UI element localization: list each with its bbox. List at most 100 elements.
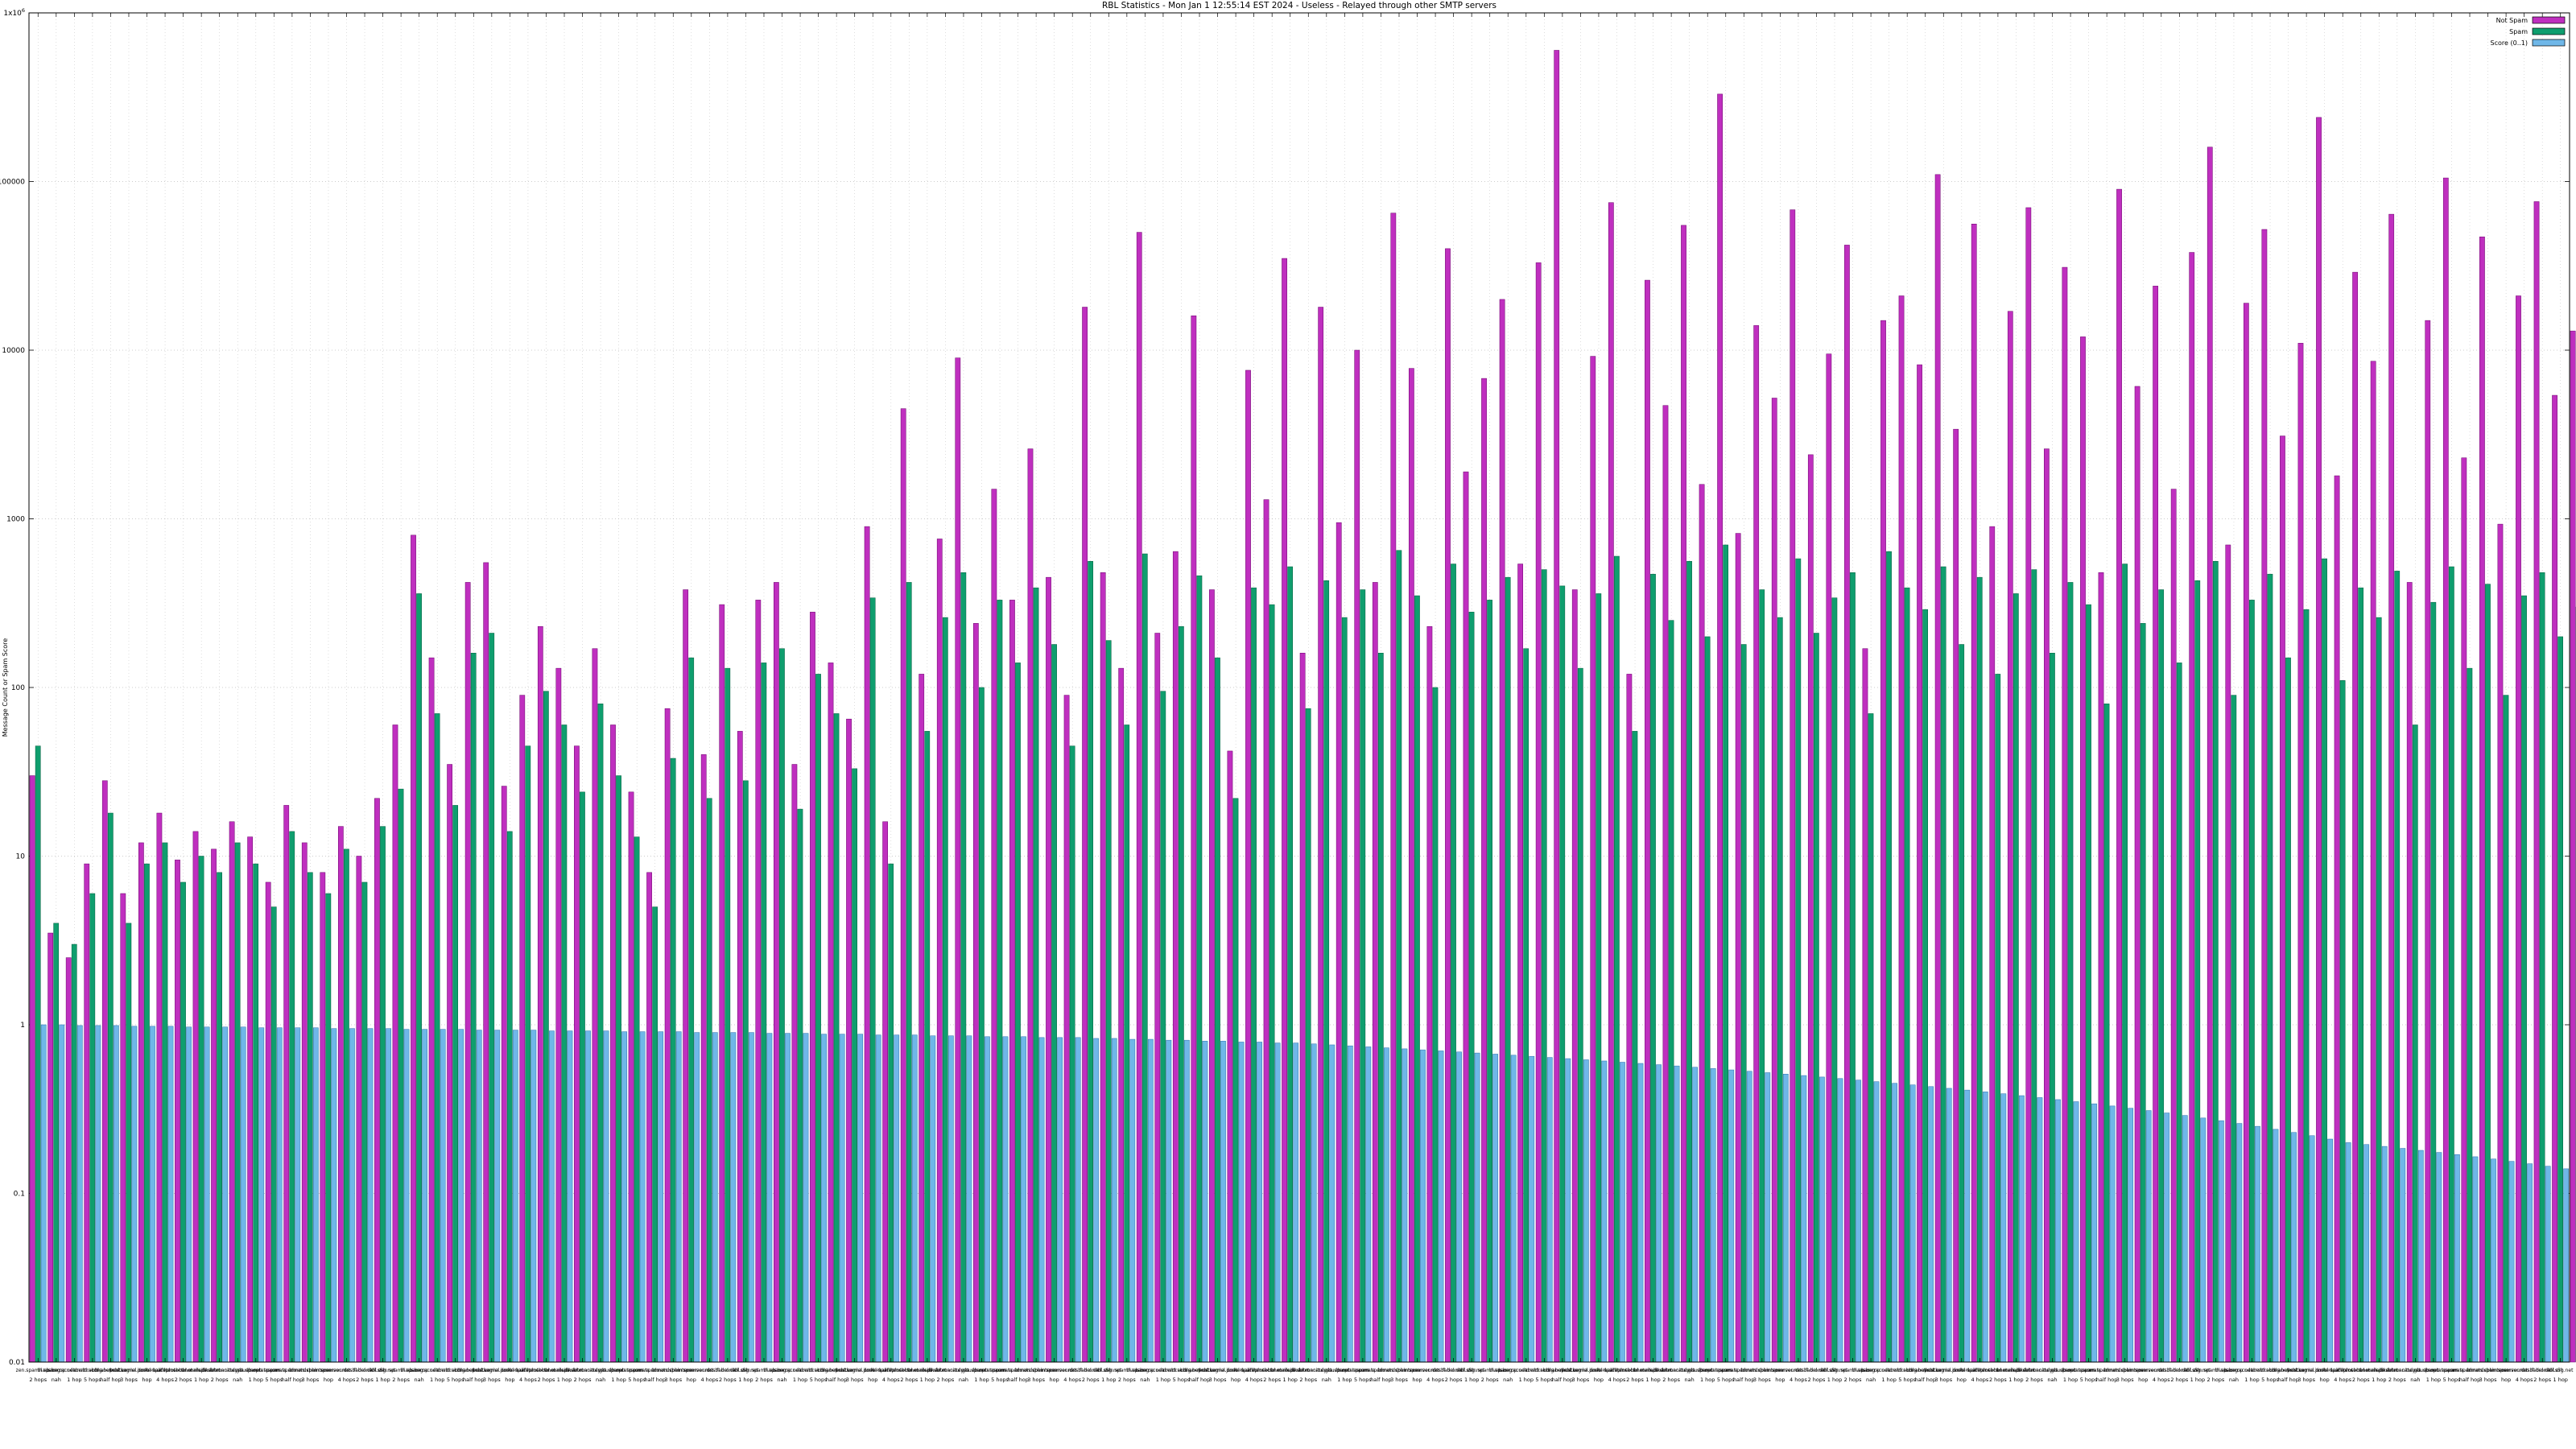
bar — [89, 893, 96, 1363]
bar — [1590, 356, 1596, 1363]
x-tick-note: 2 hops — [2207, 1377, 2225, 1383]
x-tick-label: dnsbl.sorbs.net — [1162, 1368, 1200, 1373]
x-tick-label: truncate.gbudb.net — [2392, 1368, 2439, 1373]
x-tick-label: truncate.gbudb.net — [1666, 1368, 1714, 1373]
bar — [1959, 644, 1965, 1363]
x-tick-label: dnsbl-1.uceprotect.net — [138, 1368, 193, 1373]
bar — [476, 1030, 482, 1363]
x-tick-note: 4 hops — [519, 1377, 537, 1383]
x-tick-note: hop — [2320, 1377, 2330, 1383]
x-tick-label: spam.dnsbl.anonmails.de — [152, 1368, 214, 1373]
bar — [1141, 553, 1148, 1363]
bar — [1782, 1074, 1789, 1363]
bar — [2122, 564, 2128, 1363]
bar — [1202, 1041, 1208, 1363]
x-tick-label: zen.spamhaus.org — [1468, 1368, 1512, 1373]
bar — [749, 1032, 754, 1363]
x-tick-note: 1 hop — [2372, 1377, 2386, 1383]
bar — [1051, 644, 1057, 1363]
x-tick-note: 4 hops — [1971, 1377, 1988, 1383]
bar — [1063, 695, 1070, 1363]
bar — [506, 831, 513, 1363]
bar — [646, 872, 652, 1363]
x-tick-label: cbl.abuseat.org — [818, 1368, 856, 1373]
x-tick-note: half hop — [2459, 1377, 2481, 1383]
x-tick-label: dyna.spamrats.com — [1321, 1368, 1369, 1373]
bar — [1147, 1038, 1154, 1363]
x-tick-label: spamsources.fabel.dk — [2135, 1368, 2188, 1373]
bar — [1227, 750, 1233, 1363]
bar — [1650, 573, 1656, 1363]
bar — [2417, 1150, 2424, 1363]
bar — [270, 906, 277, 1363]
bar — [1917, 364, 1922, 1363]
bar — [2449, 566, 2454, 1363]
x-tick-label: dyna.spamrats.com — [595, 1368, 643, 1373]
x-tick-note: 3 hops — [1390, 1377, 1408, 1383]
bar — [1409, 368, 1414, 1363]
bar — [1124, 724, 1130, 1363]
x-tick-note: half hop — [1914, 1377, 1936, 1383]
bar — [289, 831, 295, 1363]
x-tick-label: spam.spamrats.com — [993, 1368, 1042, 1373]
bar — [761, 663, 767, 1363]
x-tick-label: dnsbl.dronebl.org — [1432, 1368, 1475, 1373]
bar — [785, 1033, 791, 1363]
x-tick-label: dnsbl.sorbs.net — [437, 1368, 475, 1373]
bar — [120, 893, 126, 1363]
bar — [107, 812, 114, 1363]
bar — [1215, 657, 1220, 1363]
bar — [458, 1029, 464, 1363]
x-tick-note: 2 hops — [900, 1377, 918, 1383]
x-tick-label: rbl.interserver.net — [1396, 1368, 1440, 1373]
bar — [1710, 1068, 1716, 1363]
bar — [1892, 1083, 1897, 1363]
bar — [2508, 1161, 2515, 1363]
bar — [211, 848, 217, 1363]
bar — [114, 1025, 119, 1363]
x-tick-note: 2 hops — [1082, 1377, 1100, 1383]
x-tick-note: nah — [1322, 1377, 1331, 1383]
x-tick-note: 4 hops — [2334, 1377, 2351, 1383]
bar — [59, 1024, 65, 1363]
x-tick-label: bl.mailspike.net — [182, 1368, 221, 1373]
x-tick-note: hop — [324, 1377, 333, 1383]
bar — [1160, 691, 1166, 1363]
bar — [1414, 595, 1420, 1363]
y-tick-label: 0.01 — [9, 1359, 25, 1367]
x-tick-label: b.barracudacentral.org — [2224, 1368, 2280, 1373]
x-tick-label: hostkarma.junkemailfilter.com — [836, 1368, 910, 1373]
bar — [2212, 561, 2219, 1363]
x-tick-label: psbl.surriel.com — [1199, 1368, 1237, 1373]
bar — [452, 805, 459, 1363]
bar — [2442, 177, 2449, 1363]
bar — [29, 775, 35, 1363]
x-tick-label: rbl.interserver.net — [2484, 1368, 2529, 1373]
x-tick-note: nah — [1685, 1377, 1695, 1383]
bar — [2297, 343, 2304, 1363]
bar — [2091, 1103, 2097, 1363]
bar — [1777, 617, 1783, 1363]
bar — [1468, 612, 1475, 1363]
x-tick-label: truncate.gbudb.net — [577, 1368, 625, 1373]
x-tick-label: psbl.surriel.com — [1924, 1368, 1963, 1373]
bar — [1456, 1051, 1462, 1363]
bar — [846, 718, 852, 1363]
x-tick-label: dnsbl.sorbs.net — [1889, 1368, 1926, 1373]
bar — [403, 1029, 410, 1363]
bar — [2334, 475, 2340, 1363]
bar — [71, 943, 77, 1363]
y-tick-label: 10 — [16, 853, 26, 861]
bar — [537, 625, 543, 1363]
bar — [2243, 303, 2249, 1363]
x-tick-note: 3 hops — [1027, 1377, 1045, 1383]
bar — [2025, 207, 2032, 1363]
x-tick-label: cbl.abuseat.org — [1544, 1368, 1582, 1373]
x-tick-label: bl.nordspam.com — [652, 1368, 694, 1373]
x-tick-note: 2 hops — [1118, 1377, 1136, 1383]
x-tick-label: ix.dnsbl.manitu.net — [2011, 1368, 2058, 1373]
bar — [1850, 572, 1856, 1363]
bar — [1940, 566, 1946, 1363]
bar — [283, 805, 290, 1363]
bar — [1432, 687, 1439, 1363]
